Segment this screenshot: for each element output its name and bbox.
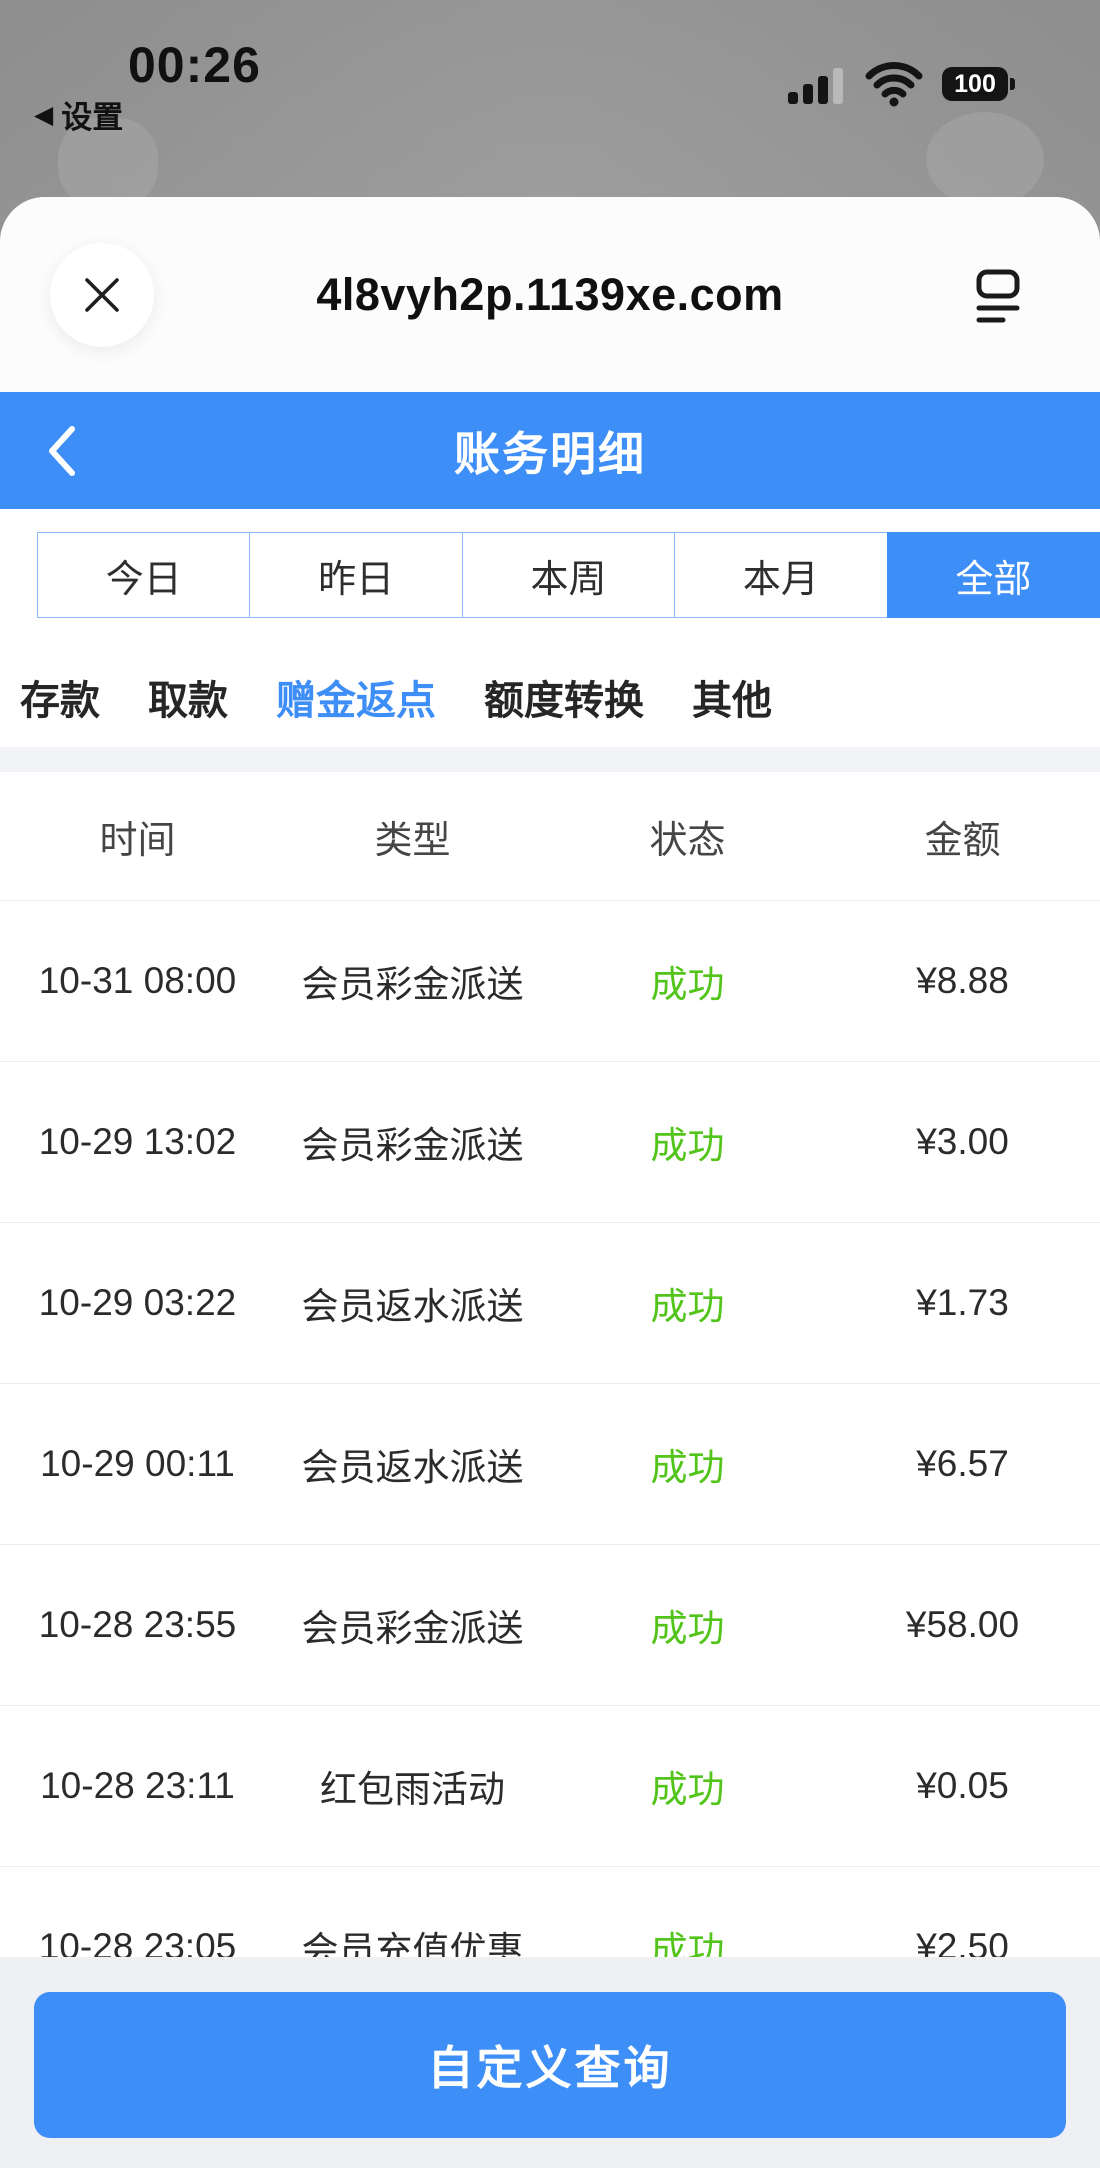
back-to-app-button[interactable]: ◀ 设置 <box>34 92 123 137</box>
row-status: 成功 <box>650 1608 725 1649</box>
row-amount: ¥58.00 <box>905 1604 1020 1645</box>
tab-this-month[interactable]: 本月 <box>674 532 888 618</box>
tab-withdraw[interactable]: 取款 <box>148 679 228 723</box>
status-icons: 100 <box>788 62 1015 107</box>
row-status: 成功 <box>650 1286 725 1327</box>
page-header: 账务明细 <box>0 392 1100 509</box>
row-type: 会员返水派送 <box>301 1286 524 1327</box>
chevron-left-icon <box>49 425 75 476</box>
row-status: 成功 <box>650 1125 725 1166</box>
row-time: 10-31 08:00 <box>38 960 237 1001</box>
column-header-amount: 金额 <box>924 819 1001 862</box>
open-in-browser-button[interactable] <box>976 269 1020 325</box>
tab-deposit[interactable]: 存款 <box>20 679 100 723</box>
column-header-time: 时间 <box>99 819 176 862</box>
tab-quota-transfer[interactable]: 额度转换 <box>484 679 644 723</box>
battery-percent: 100 <box>954 69 996 98</box>
window-icon <box>976 269 1020 323</box>
section-divider <box>0 747 1100 772</box>
table-row: 10-29 13:02 会员彩金派送 成功 ¥3.00 <box>0 1062 1100 1223</box>
row-type: 会员返水派送 <box>301 1447 524 1488</box>
status-bar: 00:26 ◀ 设置 100 <box>0 0 1100 197</box>
tab-today[interactable]: 今日 <box>37 532 251 618</box>
table-row: 10-31 08:00 会员彩金派送 成功 ¥8.88 <box>0 901 1100 1062</box>
page-title: 账务明细 <box>454 427 646 480</box>
row-status: 成功 <box>650 1769 725 1810</box>
in-app-browser-sheet: 4l8vyh2p.1139xe.com 账务明细 今日 昨日 本周 本月 全部 … <box>0 197 1100 2168</box>
row-status: 成功 <box>650 964 725 1005</box>
column-header-type: 类型 <box>374 819 451 862</box>
backdrop-shape <box>58 118 158 208</box>
category-tab-bar: 存款 取款 赠金返点 额度转换 其他 <box>0 618 1100 747</box>
tab-this-week[interactable]: 本周 <box>461 532 676 618</box>
row-time: 10-29 00:11 <box>40 1443 235 1484</box>
table-row: 10-28 23:11 红包雨活动 成功 ¥0.05 <box>0 1706 1100 1867</box>
row-status: 成功 <box>650 1447 725 1488</box>
browser-toolbar: 4l8vyh2p.1139xe.com <box>0 197 1100 392</box>
back-button[interactable] <box>44 392 78 509</box>
row-amount: ¥6.57 <box>916 1443 1009 1484</box>
period-tab-bar: 今日 昨日 本周 本月 全部 <box>37 532 1100 618</box>
back-to-app-triangle-icon: ◀ <box>34 100 54 129</box>
tab-bonus-rebate[interactable]: 赠金返点 <box>276 679 436 723</box>
table-header-row: 时间 类型 状态 金额 <box>0 772 1100 901</box>
row-time: 10-29 13:02 <box>38 1121 237 1162</box>
column-header-status: 状态 <box>649 819 726 862</box>
tab-other[interactable]: 其他 <box>692 679 772 723</box>
tab-yesterday[interactable]: 昨日 <box>249 532 463 618</box>
row-type: 会员彩金派送 <box>301 1125 524 1166</box>
row-amount: ¥1.73 <box>916 1282 1009 1323</box>
row-time: 10-28 23:11 <box>40 1765 235 1806</box>
url-display: 4l8vyh2p.1139xe.com <box>316 268 784 320</box>
row-amount: ¥8.88 <box>916 960 1009 1001</box>
cellular-signal-icon <box>788 68 843 104</box>
tab-all[interactable]: 全部 <box>886 532 1100 618</box>
table-row: 10-29 03:22 会员返水派送 成功 ¥1.73 <box>0 1223 1100 1384</box>
row-type: 红包雨活动 <box>320 1769 505 1810</box>
row-time: 10-28 23:55 <box>38 1604 237 1645</box>
spacer <box>0 509 1100 532</box>
row-type: 会员彩金派送 <box>301 964 524 1005</box>
row-type: 会员彩金派送 <box>301 1608 524 1649</box>
row-amount: ¥3.00 <box>916 1121 1009 1162</box>
custom-query-button[interactable]: 自定义查询 <box>34 1992 1066 2138</box>
bottom-bar: 自定义查询 <box>0 1957 1100 2168</box>
battery-icon: 100 <box>942 67 1015 101</box>
table-row: 10-29 00:11 会员返水派送 成功 ¥6.57 <box>0 1384 1100 1545</box>
close-icon <box>85 278 119 312</box>
table-row: 10-28 23:55 会员彩金派送 成功 ¥58.00 <box>0 1545 1100 1706</box>
wifi-icon <box>865 62 923 107</box>
back-to-app-label: 设置 <box>61 100 124 135</box>
backdrop-shape <box>926 112 1044 207</box>
row-amount: ¥0.05 <box>916 1765 1009 1806</box>
row-time: 10-29 03:22 <box>38 1282 237 1323</box>
clock: 00:26 <box>128 37 261 93</box>
close-button[interactable] <box>50 243 154 347</box>
